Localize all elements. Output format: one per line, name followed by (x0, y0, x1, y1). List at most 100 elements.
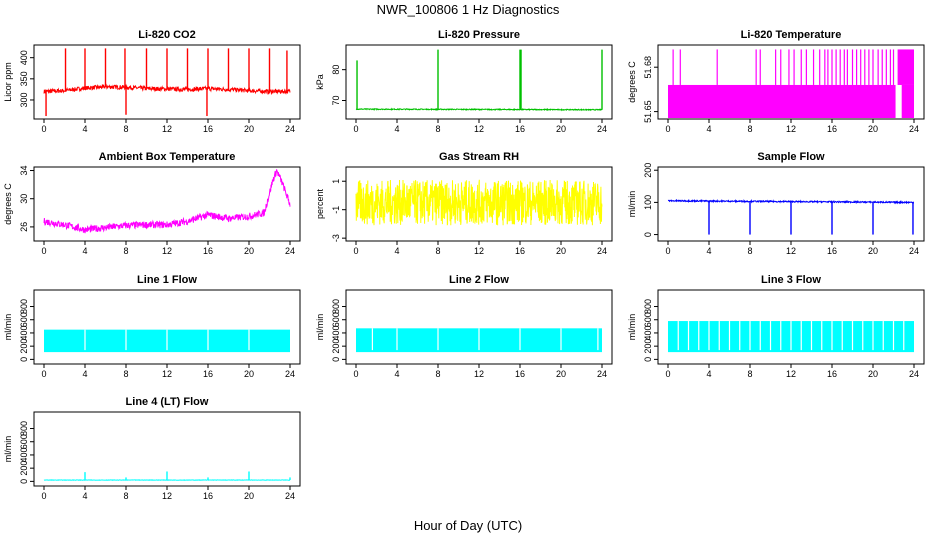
panel-9: Line 3 Flow ml/min 0 4 8 12 16 20 24 0 20040060080… (627, 274, 925, 379)
y-tick-label: -1 (331, 206, 341, 214)
panel-title: Line 3 Flow (761, 274, 821, 286)
x-tick-label: 16 (827, 246, 837, 256)
panel-1: Li-820 CO2 Licor ppm 0 4 8 12 16 20 24 300 350 400 (3, 29, 301, 134)
x-tick-label: 8 (435, 124, 440, 134)
y-tick-label: 400 (331, 325, 341, 340)
x-tick-label: 20 (244, 124, 254, 134)
figure-title: NWR_100806 1 Hz Diagnostics (376, 2, 560, 17)
x-tick-label: 4 (82, 369, 87, 379)
x-tick-label: 24 (909, 124, 919, 134)
y-tick-label: 400 (19, 325, 29, 340)
x-tick-label: 24 (909, 246, 919, 256)
x-tick-label: 0 (41, 246, 46, 256)
y-axis-label: ml/min (3, 314, 13, 341)
panel-title: Li-820 CO2 (138, 29, 195, 41)
panel-frame (345, 44, 613, 120)
y-tick-label: 400 (643, 325, 653, 340)
y-tick-label: 600 (331, 312, 341, 327)
y-tick-label: 26 (19, 222, 29, 232)
panel-10: Line 4 (LT) Flow ml/min 0 4 8 12 16 20 24 0 200400… (3, 396, 301, 501)
x-tick-label: 24 (285, 124, 295, 134)
y-axis-label: ml/min (627, 191, 637, 218)
x-tick-label: 0 (41, 369, 46, 379)
panel-frame (345, 289, 613, 365)
x-tick-label: 16 (203, 124, 213, 134)
x-tick-label: 4 (394, 124, 399, 134)
panel-title: Gas Stream RH (439, 151, 519, 163)
panel-8: Line 2 Flow ml/min 0 4 8 12 16 20 24 0 20040060080… (315, 274, 613, 379)
data-band (668, 84, 896, 118)
x-tick-label: 24 (285, 246, 295, 256)
y-tick-label: 200 (643, 163, 653, 178)
x-tick-label: 8 (123, 369, 128, 379)
panel-7: Line 1 Flow ml/min 0 4 8 12 16 20 24 0 20040060080… (3, 274, 301, 379)
x-tick-label: 0 (665, 124, 670, 134)
x-tick-label: 24 (597, 124, 607, 134)
series-line (355, 107, 603, 112)
x-tick-label: 12 (162, 246, 172, 256)
y-tick-label: 400 (19, 50, 29, 65)
data-high-band (897, 49, 914, 85)
x-tick-label: 4 (394, 246, 399, 256)
panel-title: Line 2 Flow (449, 274, 509, 286)
panel-title: Line 1 Flow (137, 274, 197, 286)
y-axis-label: degrees C (627, 61, 637, 103)
y-axis-label: Licor ppm (3, 62, 13, 102)
y-tick-label: 400 (19, 447, 29, 462)
panel-6: Sample Flow ml/min 0 4 8 12 16 20 24 0 100 200 (627, 151, 925, 256)
x-tick-label: 0 (353, 124, 358, 134)
x-tick-label: 0 (353, 369, 358, 379)
x-tick-label: 16 (515, 246, 525, 256)
panel-frame (33, 166, 301, 242)
y-tick-label: 200 (643, 339, 653, 354)
y-tick-label: 0 (19, 357, 29, 362)
x-tick-label: 12 (786, 124, 796, 134)
y-axis-label: ml/min (3, 436, 13, 463)
x-tick-label: 20 (868, 369, 878, 379)
x-tick-label: 4 (706, 246, 711, 256)
x-tick-label: 24 (597, 369, 607, 379)
y-tick-label: 200 (19, 461, 29, 476)
x-tick-label: 12 (162, 124, 172, 134)
data-band (901, 84, 914, 118)
y-tick-label: 1 (331, 179, 341, 184)
y-tick-label: 200 (19, 339, 29, 354)
y-tick-label: 800 (331, 299, 341, 314)
panel-2: Li-820 Pressure kPa 0 4 8 12 16 20 24 70 80 (315, 29, 613, 134)
y-tick-label: 800 (19, 299, 29, 314)
y-tick-label: 200 (331, 339, 341, 354)
x-tick-label: 16 (203, 246, 213, 256)
y-axis-label: ml/min (315, 314, 325, 341)
y-tick-label: 51.68 (643, 56, 653, 79)
x-tick-label: 12 (474, 369, 484, 379)
x-tick-label: 16 (515, 369, 525, 379)
x-tick-label: 16 (827, 124, 837, 134)
y-tick-label: 51.65 (643, 100, 653, 123)
x-tick-label: 0 (353, 246, 358, 256)
x-tick-label: 8 (123, 491, 128, 501)
y-tick-label: 100 (643, 195, 653, 210)
x-tick-label: 20 (244, 491, 254, 501)
x-tick-label: 24 (285, 491, 295, 501)
y-tick-label: 70 (331, 95, 341, 105)
y-tick-label: 800 (643, 299, 653, 314)
y-tick-label: -3 (331, 234, 341, 242)
x-tick-label: 20 (868, 124, 878, 134)
panel-title: Line 4 (LT) Flow (126, 396, 209, 408)
x-tick-label: 8 (747, 369, 752, 379)
x-tick-label: 12 (786, 369, 796, 379)
x-tick-label: 12 (474, 246, 484, 256)
y-tick-label: 600 (19, 434, 29, 449)
x-tick-label: 4 (82, 124, 87, 134)
x-axis-label: Hour of Day (UTC) (413, 518, 523, 533)
x-tick-label: 8 (747, 246, 752, 256)
x-tick-label: 12 (786, 246, 796, 256)
y-tick-label: 300 (19, 92, 29, 107)
x-tick-label: 24 (909, 369, 919, 379)
x-tick-label: 8 (747, 124, 752, 134)
y-tick-label: 0 (643, 357, 653, 362)
x-tick-label: 4 (706, 124, 711, 134)
panel-frame (33, 289, 301, 365)
x-tick-label: 0 (665, 246, 670, 256)
